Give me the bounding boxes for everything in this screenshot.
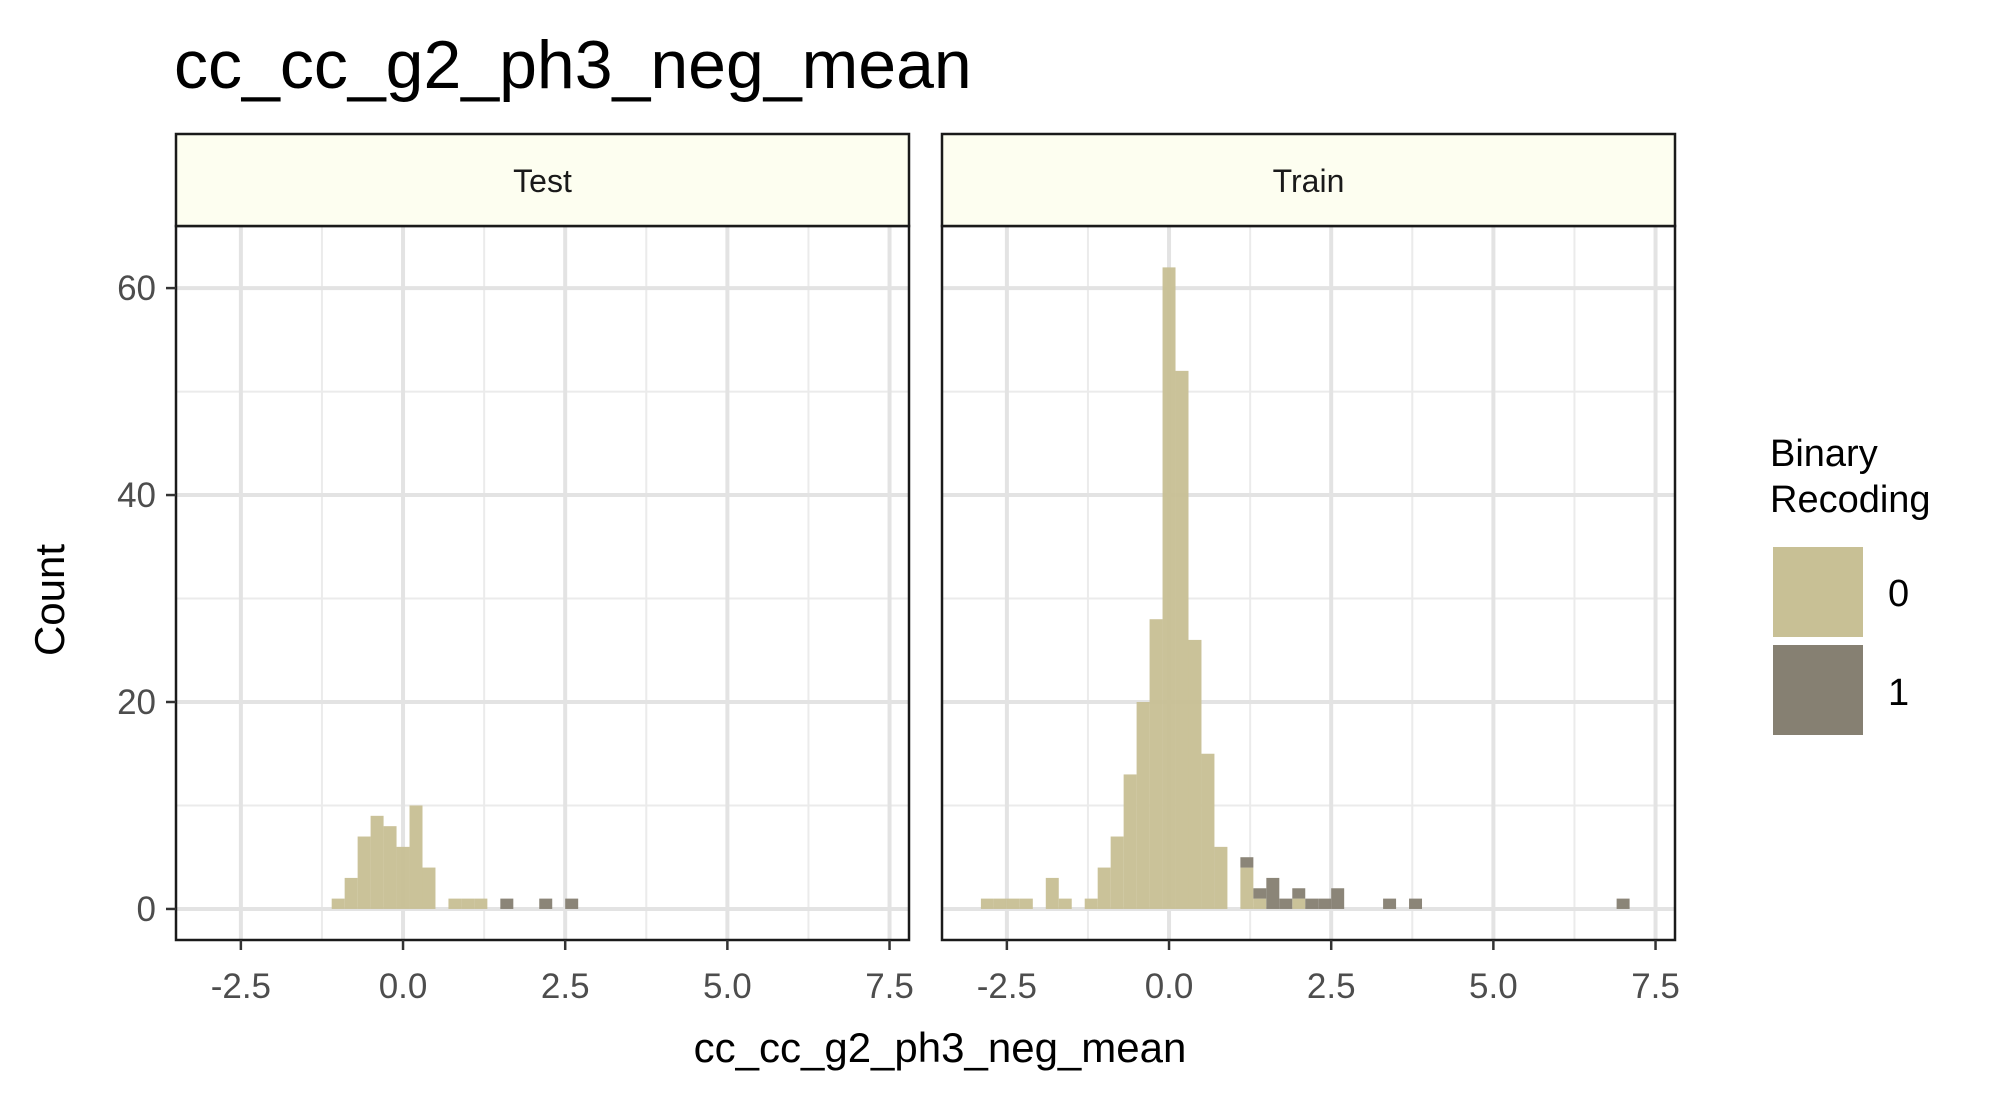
- y-tick-label: 20: [117, 683, 156, 722]
- histogram-bar-test-group-0: [331, 898, 345, 909]
- histogram-bar-train-group-1: [1253, 888, 1267, 899]
- histogram-bar-train-group-0: [1214, 846, 1228, 909]
- legend-title-line-2: Recoding: [1770, 479, 1931, 521]
- histogram-bar-train-group-1: [1318, 898, 1332, 909]
- histogram-bar-test-group-0: [422, 867, 436, 909]
- histogram-bar-test-group-0: [474, 898, 488, 909]
- facets-layer: Test -2.5 0.0 2.5 5.0 7.5 0 20 40 60 Train -2.5 0.0 2…: [117, 132, 1680, 1006]
- histogram-bar-test-group-1: [565, 898, 579, 909]
- legend-label-1: 1: [1888, 672, 1909, 714]
- facet-strip-test: [174, 132, 911, 228]
- histogram-bar-train-group-0: [1110, 836, 1124, 909]
- legend-key-0: [1773, 547, 1863, 637]
- histogram-bar-train-group-0: [1292, 898, 1306, 909]
- panel-background-test: [176, 226, 909, 940]
- x-tick-label: 7.5: [1631, 967, 1680, 1006]
- histogram-bar-test-group-0: [396, 846, 410, 909]
- histogram-bar-train-group-1: [1292, 888, 1306, 899]
- x-tick-label: 2.5: [1307, 967, 1356, 1006]
- legend-label-0: 0: [1888, 573, 1909, 615]
- x-tick-label: 0.0: [379, 967, 428, 1006]
- histogram-bar-train-group-1: [1240, 857, 1254, 868]
- x-tick-label: 2.5: [541, 967, 590, 1006]
- histogram-bar-test-group-1: [500, 898, 514, 909]
- x-tick-label: 0.0: [1145, 967, 1194, 1006]
- histogram-bar-test-group-0: [344, 877, 358, 909]
- histogram-bar-train-group-1: [1409, 898, 1423, 909]
- histogram-bar-train-group-0: [1188, 639, 1202, 909]
- histogram-bar-train-group-0: [1240, 867, 1254, 909]
- histogram-bar-train-group-1: [1331, 888, 1345, 909]
- x-tick-label: 5.0: [1469, 967, 1518, 1006]
- histogram-bar-test-group-0: [409, 805, 423, 909]
- histogram-bar-train-group-0: [1201, 753, 1215, 909]
- histogram-bar-test-group-0: [461, 898, 475, 909]
- histogram-bar-train-group-0: [1123, 774, 1137, 909]
- legend: Binary Recoding 0 1: [1770, 433, 1931, 735]
- x-tick-label: 7.5: [865, 967, 914, 1006]
- y-tick-label: 40: [117, 476, 156, 515]
- histogram-bar-train-group-1: [1305, 898, 1319, 909]
- histogram-bar-train-group-0: [1006, 898, 1020, 909]
- histogram-bar-train-group-0: [1058, 898, 1072, 909]
- histogram-bar-train-group-0: [1084, 898, 1098, 909]
- y-axis-title: Count: [26, 544, 73, 656]
- histogram-bar-test-group-0: [383, 826, 397, 909]
- histogram-bar-train-group-0: [1136, 702, 1150, 909]
- facet-strip-label-train: Train: [1273, 163, 1345, 199]
- chart-title: cc_cc_g2_ph3_neg_mean: [174, 27, 972, 103]
- histogram-bar-test-group-0: [370, 815, 384, 909]
- x-tick-label: 5.0: [703, 967, 752, 1006]
- histogram-bar-test-group-0: [357, 836, 371, 909]
- y-tick-label: 60: [117, 269, 156, 308]
- histogram-bar-test-group-0: [448, 898, 462, 909]
- facet-strip-label-test: Test: [513, 163, 572, 199]
- histogram-bar-train-group-0: [980, 898, 994, 909]
- histogram-bar-train-group-1: [1279, 898, 1293, 909]
- x-tick-label: -2.5: [977, 967, 1037, 1006]
- y-tick-label: 0: [137, 890, 156, 929]
- panel-background-train: [942, 226, 1675, 940]
- histogram-bar-train-group-0: [1149, 619, 1163, 909]
- histogram-bar-train-group-1: [1616, 898, 1630, 909]
- x-tick-label: -2.5: [211, 967, 271, 1006]
- x-axis-title: cc_cc_g2_ph3_neg_mean: [694, 1024, 1187, 1071]
- legend-key-1: [1773, 645, 1863, 735]
- facet-panel-test: Test -2.5 0.0 2.5 5.0 7.5 0 20 40 60: [117, 132, 914, 1006]
- histogram-bar-train-group-0: [1162, 267, 1176, 909]
- histogram-bar-train-group-0: [993, 898, 1007, 909]
- histogram-bar-train-group-0: [1045, 877, 1059, 909]
- histogram-bar-train-group-0: [1175, 370, 1189, 909]
- legend-title-line-1: Binary: [1770, 433, 1878, 475]
- histogram-bar-train-group-0: [1097, 867, 1111, 909]
- histogram-bar-train-group-1: [1383, 898, 1397, 909]
- histogram-bar-train-group-0: [1253, 898, 1267, 909]
- histogram-bar-test-group-1: [539, 898, 553, 909]
- facet-strip-train: [940, 132, 1677, 228]
- facet-panel-train: Train -2.5 0.0 2.5 5.0 7.5: [940, 132, 1680, 1006]
- histogram-bar-train-group-0: [1019, 898, 1033, 909]
- histogram-bar-train-group-1: [1266, 877, 1280, 909]
